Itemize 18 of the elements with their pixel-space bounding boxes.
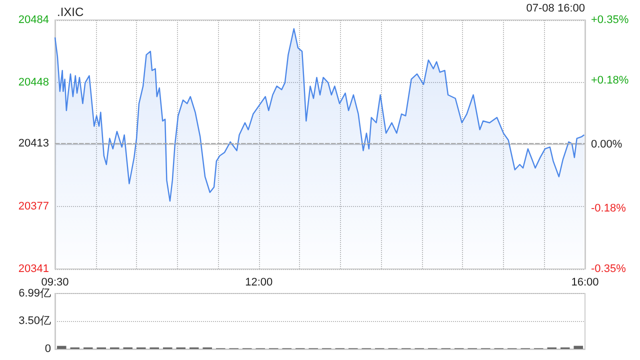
y2-tick-label: +0.18%: [591, 74, 629, 86]
y2-tick-label: +0.35%: [591, 14, 629, 26]
y2-tick-label: 0.00%: [591, 138, 622, 150]
y-tick-label: 20484: [18, 14, 49, 26]
y2-tick-label: -0.18%: [591, 202, 626, 215]
y-tick-label: 20341: [18, 263, 49, 275]
x-tick-label: 09:30: [41, 276, 69, 288]
y-tick-label: 20377: [18, 200, 49, 212]
x-tick-label: 12:00: [245, 276, 273, 288]
chart-title: .IXIC: [57, 5, 84, 19]
text: 07-08 16:00: [526, 2, 585, 14]
y-tick-label: 20448: [18, 76, 49, 89]
y2-tick-label: -0.35%: [591, 263, 626, 275]
y-tick-label: 3.50亿: [18, 315, 51, 328]
y-tick-label: 0: [44, 343, 51, 355]
y-tick-label: 6.99亿: [18, 288, 51, 300]
x-tick-label: 16:00: [571, 276, 599, 288]
y-tick-label: 20413: [18, 138, 49, 150]
